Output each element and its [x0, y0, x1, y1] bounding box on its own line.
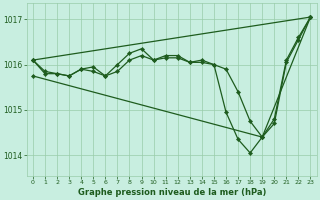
- X-axis label: Graphe pression niveau de la mer (hPa): Graphe pression niveau de la mer (hPa): [77, 188, 266, 197]
